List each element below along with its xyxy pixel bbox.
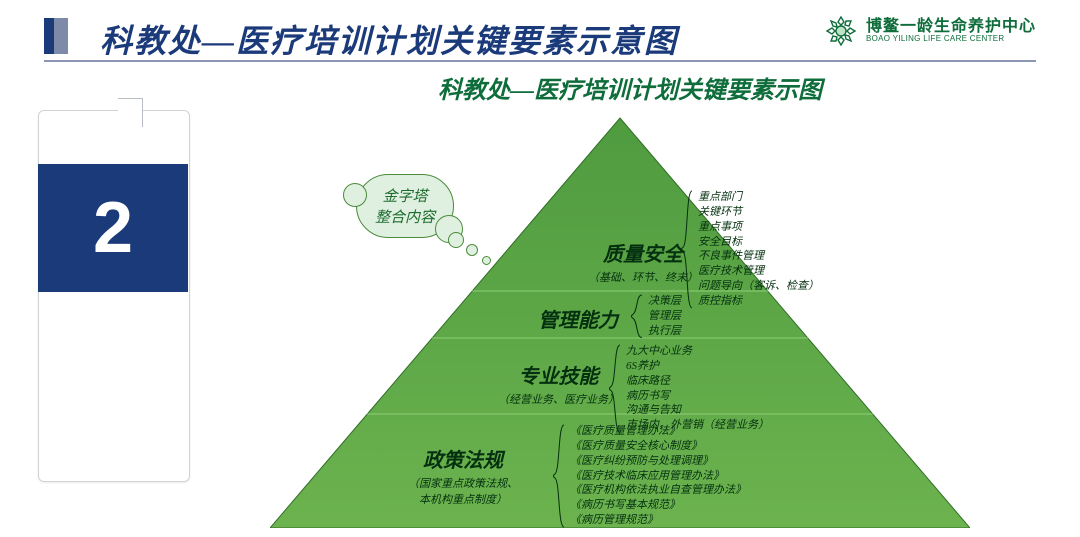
level-subtitle: （经营业务、医疗业务） — [498, 391, 619, 407]
level-details-management: 决策层管理层执行层 — [630, 294, 681, 339]
detail-item: 决策层 — [648, 294, 681, 309]
level-title: 政策法规 — [408, 444, 518, 473]
detail-item: 关键环节 — [698, 205, 819, 220]
detail-item: 重点事项 — [698, 220, 819, 235]
header: 科教处—医疗培训计划关键要素示意图 博鳌一龄生命养护中心 BOAO YILING… — [0, 0, 1080, 66]
cloud-tail — [446, 230, 496, 270]
side-card-tab — [118, 98, 143, 127]
detail-item: 6S养护 — [626, 359, 769, 374]
logo-text-en: BOAO YILING LIFE CARE CENTER — [866, 35, 1036, 43]
level-details-skill: 九大中心业务6S养护临床路径病历书写沟通与告知市场内、外营销（经营业务） — [608, 344, 769, 433]
section-number: 2 — [38, 164, 188, 292]
level-title: 管理能力 — [538, 304, 618, 333]
level-details-quality: 重点部门关键环节重点事项安全目标不良事件管理医疗技术管理问题导向（客诉、检查）质… — [680, 190, 819, 309]
cloud-body: 金字塔 整合内容 — [356, 174, 454, 238]
pyramid-diagram: 金字塔 整合内容 质量安全（基础、环节、终末）重点部门关键环节重点事项安全目标不… — [270, 108, 970, 528]
detail-item: 医疗技术管理 — [698, 264, 819, 279]
cloud-line2: 整合内容 — [375, 206, 435, 227]
detail-item: 问题导向（客诉、检查） — [698, 279, 819, 294]
detail-item: 九大中心业务 — [626, 344, 769, 359]
header-accent — [44, 18, 68, 54]
header-rule — [44, 60, 1036, 62]
detail-item: 《病历书写基本规范》 — [570, 498, 746, 513]
detail-item: 《医疗技术临床应用管理办法》 — [570, 469, 746, 484]
logo: 博鳌一龄生命养护中心 BOAO YILING LIFE CARE CENTER — [824, 14, 1036, 48]
diagram-stage: 科教处—医疗培训计划关键要素示图 金字塔 整合内容 — [210, 68, 1050, 528]
detail-item: 重点部门 — [698, 190, 819, 205]
detail-item: 《医疗纠纷预防与处理调理》 — [570, 454, 746, 469]
cloud-line1: 金字塔 — [375, 185, 435, 206]
detail-item: 管理层 — [648, 309, 681, 324]
page-title: 科教处—医疗培训计划关键要素示意图 — [100, 16, 678, 62]
detail-item: 执行层 — [648, 324, 681, 339]
level-title: 专业技能 — [498, 360, 619, 389]
level-label-management: 管理能力 — [538, 304, 618, 333]
detail-item: 《医疗质量安全核心制度》 — [570, 439, 746, 454]
detail-item: 临床路径 — [626, 374, 769, 389]
detail-item: 不良事件管理 — [698, 249, 819, 264]
logo-text-cn: 博鳌一龄生命养护中心 — [866, 19, 1036, 35]
diagram-subtitle: 科教处—医疗培训计划关键要素示图 — [210, 70, 1050, 105]
thought-cloud: 金字塔 整合内容 — [356, 174, 454, 238]
level-label-skill: 专业技能 （经营业务、医疗业务） — [498, 360, 619, 407]
detail-item: 沟通与告知 — [626, 403, 769, 418]
detail-item: 《医疗质量管理办法》 — [570, 424, 746, 439]
logo-icon — [824, 14, 858, 48]
detail-item: 《医疗机构依法执业自查管理办法》 — [570, 483, 746, 498]
level-label-policy: 政策法规（国家重点政策法规、本机构重点制度） — [408, 444, 518, 507]
level-subtitle: （国家重点政策法规、本机构重点制度） — [408, 475, 518, 507]
detail-item: 病历书写 — [626, 389, 769, 404]
detail-item: 质控指标 — [698, 294, 819, 309]
detail-item: 《病历管理规范》 — [570, 513, 746, 528]
level-details-policy: 《医疗质量管理办法》《医疗质量安全核心制度》《医疗纠纷预防与处理调理》《医疗技术… — [552, 424, 746, 528]
detail-item: 安全目标 — [698, 235, 819, 250]
